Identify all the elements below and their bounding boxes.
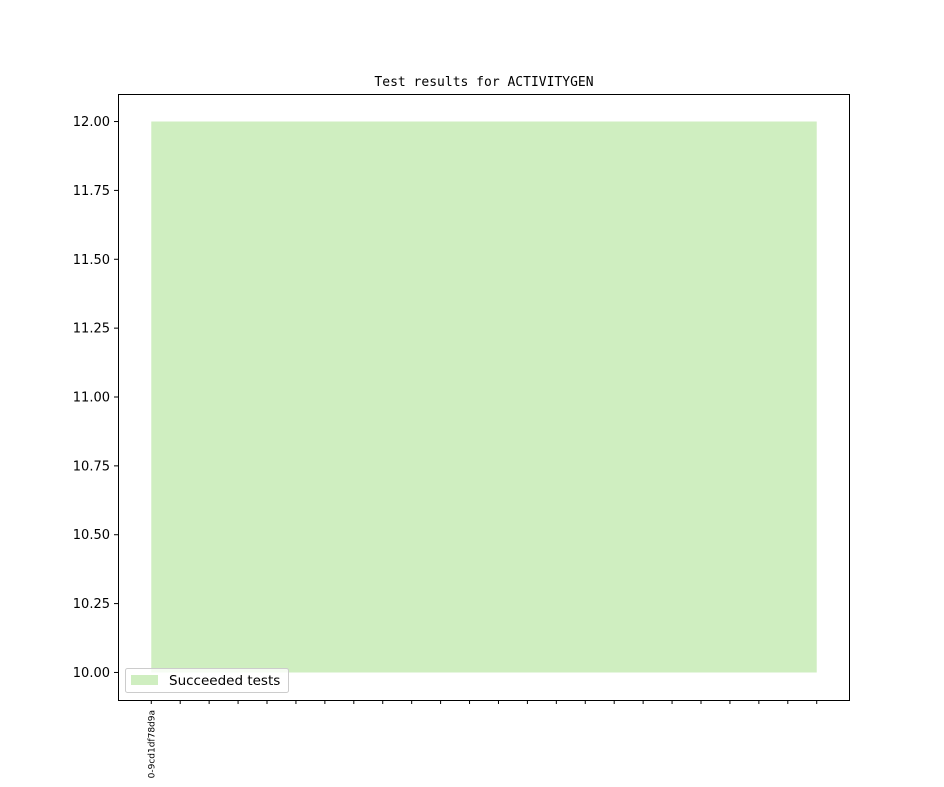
y-tick-label-3: 10.75 [73,459,110,474]
y-tick-label-2: 10.50 [73,528,110,543]
legend-swatch [131,675,158,685]
y-tick-label-0: 10.00 [73,666,110,681]
legend-box [125,668,289,693]
y-tick-label-7: 11.75 [73,184,110,199]
series-area-0 [151,121,817,673]
legend-label: Succeeded tests [169,673,280,689]
x-tick-label-0: 0-9cd1df78d9a [147,710,157,778]
axes-frame [118,94,850,701]
y-tick-label-5: 11.25 [73,322,110,337]
y-tick-label-6: 11.50 [73,253,110,268]
y-tick-label-8: 12.00 [73,115,110,130]
y-tick-label-1: 10.25 [73,597,110,612]
y-tick-label-4: 11.00 [73,391,110,406]
chart-title: Test results for ACTIVITYGEN [374,75,593,90]
legend: Succeeded tests [125,668,289,693]
